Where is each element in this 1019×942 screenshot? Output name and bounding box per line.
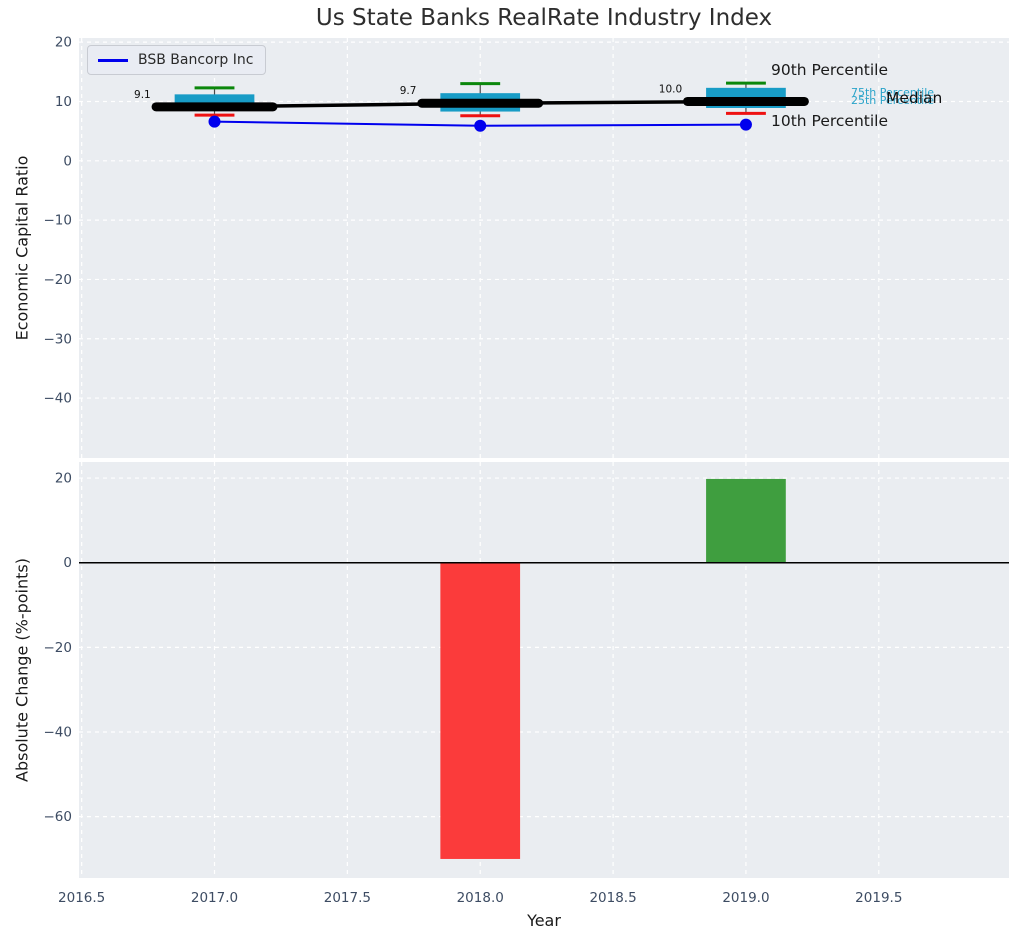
y-tick-label: 0 bbox=[63, 153, 72, 169]
bsb-point-2017 bbox=[208, 115, 221, 128]
y-tick-label: −20 bbox=[44, 640, 73, 656]
median-value-label-2018: 9.7 bbox=[400, 85, 417, 97]
y-tick-label: 20 bbox=[55, 35, 72, 51]
annotation-25th-percentile: 25th Percentile bbox=[851, 94, 935, 107]
annotation-75th-percentile: 75th Percentile bbox=[851, 86, 935, 99]
change-bar-2019 bbox=[706, 478, 786, 563]
x-axis-label: Year bbox=[527, 911, 561, 930]
x-tick-label: 2018.0 bbox=[457, 890, 504, 906]
bottom-y-axis-label: Absolute Change (%-points) bbox=[12, 558, 32, 782]
x-tick-label: 2019.5 bbox=[855, 890, 902, 906]
x-tick-label: 2018.5 bbox=[589, 890, 636, 906]
change-bar-2018 bbox=[440, 562, 521, 859]
median-value-label-2017: 9.1 bbox=[134, 89, 151, 101]
x-tick-label: 2019.0 bbox=[722, 890, 769, 906]
annotation-median: Median bbox=[886, 89, 943, 107]
legend-label: BSB Bancorp Inc bbox=[138, 52, 254, 68]
median-value-label-2019: 10.0 bbox=[659, 83, 682, 95]
y-tick-label: 10 bbox=[55, 94, 72, 110]
plot-background-1 bbox=[79, 462, 1009, 878]
y-tick-label: −40 bbox=[44, 391, 73, 407]
legend: BSB Bancorp Inc bbox=[87, 45, 267, 75]
y-tick-label: −60 bbox=[44, 809, 73, 825]
x-tick-label: 2016.5 bbox=[58, 890, 105, 906]
y-tick-label: −20 bbox=[44, 272, 73, 288]
annotation-90th-percentile: 90th Percentile bbox=[771, 61, 889, 79]
y-tick-label: 0 bbox=[63, 555, 72, 571]
top-y-axis-label: Economic Capital Ratio bbox=[12, 155, 32, 341]
y-tick-label: −10 bbox=[44, 213, 73, 229]
legend-line-swatch bbox=[98, 58, 128, 62]
x-tick-label: 2017.5 bbox=[324, 890, 371, 906]
annotation-10th-percentile: 10th Percentile bbox=[771, 112, 889, 130]
chart-title: Us State Banks RealRate Industry Index bbox=[315, 5, 773, 31]
y-tick-label: −40 bbox=[44, 724, 73, 740]
y-tick-label: −30 bbox=[44, 331, 73, 347]
bsb-point-2018 bbox=[474, 119, 487, 132]
y-tick-label: 20 bbox=[55, 471, 72, 487]
x-tick-label: 2017.0 bbox=[191, 890, 238, 906]
bsb-point-2019 bbox=[739, 118, 752, 131]
